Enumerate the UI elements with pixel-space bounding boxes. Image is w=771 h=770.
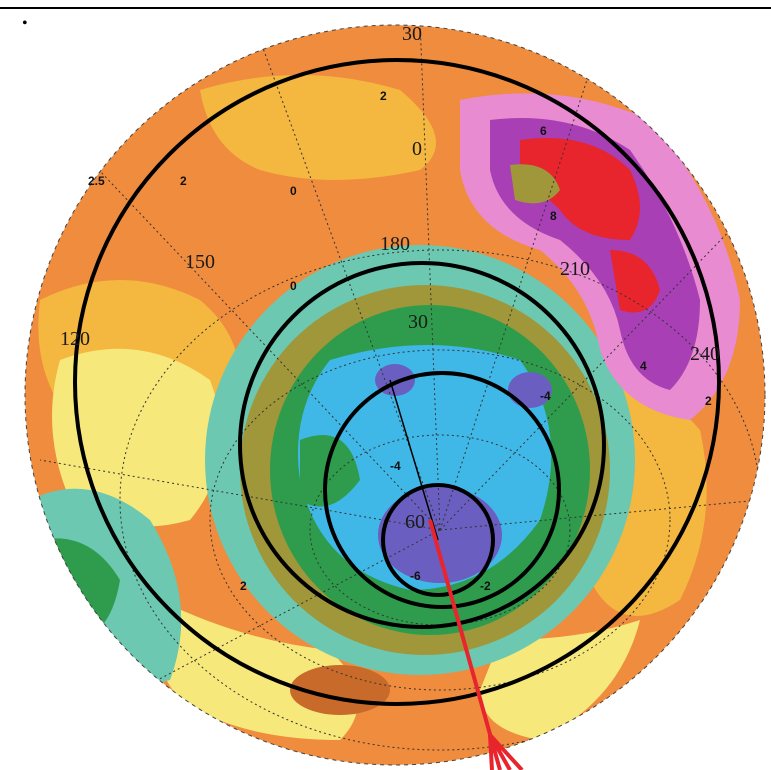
ring-second — [238, 261, 606, 629]
ring-inner — [381, 483, 495, 597]
corner-mark: • — [22, 15, 28, 32]
lon-label-240: 240 — [690, 343, 720, 365]
contour-label: 2 — [380, 89, 387, 103]
contour-label: 6 — [540, 124, 547, 138]
lon-label-30-top: 30 — [402, 23, 422, 45]
contour-label: 4 — [640, 359, 647, 373]
lon-label-120: 120 — [60, 328, 90, 350]
meridian-line — [389, 379, 439, 541]
range-rings — [73, 58, 721, 706]
ring-outer — [73, 58, 721, 706]
contour-label: 0 — [290, 279, 297, 293]
disc-outline — [24, 24, 766, 766]
contour-label: 2 — [705, 394, 712, 408]
contour-label: 0 — [290, 184, 297, 198]
contour-label: -4 — [540, 389, 551, 403]
contour-label: 2.5 — [88, 174, 105, 188]
contour-label: 2 — [240, 579, 247, 593]
lon-label-150: 150 — [185, 251, 215, 273]
contour-label: -6 — [410, 569, 421, 583]
lat-label-60: 60 — [405, 511, 425, 533]
lon-label-180: 180 — [380, 233, 410, 255]
red-track — [428, 519, 524, 770]
contour-label: -2 — [480, 579, 491, 593]
contour-label: 2 — [180, 174, 187, 188]
contour-label: 8 — [550, 209, 557, 223]
lon-label-210: 210 — [560, 258, 590, 280]
lat-label-30: 30 — [408, 311, 428, 333]
contour-label: -4 — [390, 459, 401, 473]
lat-label-0: 0 — [412, 138, 422, 160]
ring-third — [323, 371, 561, 609]
